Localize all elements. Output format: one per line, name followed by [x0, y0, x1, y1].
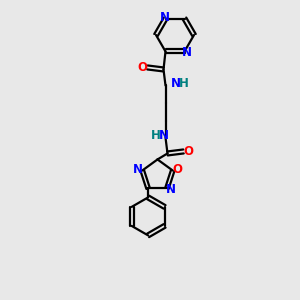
Text: O: O	[173, 163, 183, 176]
Text: H: H	[151, 129, 160, 142]
Text: O: O	[137, 61, 148, 74]
Text: O: O	[184, 145, 194, 158]
Text: N: N	[182, 46, 191, 59]
Text: H: H	[178, 77, 188, 90]
Text: N: N	[158, 129, 169, 142]
Text: N: N	[166, 183, 176, 196]
Text: N: N	[133, 163, 143, 176]
Text: N: N	[160, 11, 170, 24]
Text: N: N	[170, 77, 181, 90]
